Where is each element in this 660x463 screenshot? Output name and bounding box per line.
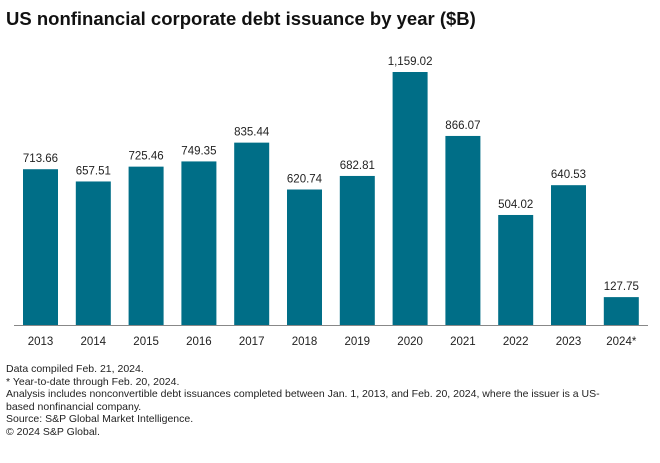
bar-2014 [75,181,111,325]
data-label: 835.44 [234,127,270,139]
data-label: 640.53 [551,169,586,181]
note-ytd: * Year-to-date through Feb. 20, 2024. [6,375,180,388]
data-label: 749.35 [181,145,216,157]
data-label: 713.66 [23,153,58,165]
data-label: 127.75 [604,281,639,293]
note-copyright: © 2024 S&P Global. [6,425,100,438]
bar-2023 [551,185,586,325]
x-tick-label: 2021 [450,336,476,348]
x-tick-label: 2019 [345,336,371,348]
bar-2022 [498,214,534,325]
note-compiled: Data compiled Feb. 21, 2024. [6,363,144,375]
data-label: 620.74 [287,173,323,185]
bar-2016 [181,161,217,325]
x-tick-label: 2020 [397,336,423,348]
x-tick-label: 2023 [556,336,582,348]
bar-2021 [445,135,481,325]
x-tick-label: 2015 [133,336,159,348]
x-tick-label: 2016 [186,336,212,348]
data-label: 1,159.02 [388,56,433,68]
data-label: 682.81 [340,160,375,172]
data-label: 725.46 [129,151,164,163]
x-tick-label: 2022 [503,336,529,348]
bar-2018 [287,189,322,325]
data-label: 866.07 [445,120,480,132]
bar-2019 [339,175,375,325]
x-tick-label: 2013 [28,336,54,348]
note-analysis: Analysis includes nonconvertible debt is… [6,388,600,413]
note-source: Source: S&P Global Market Intelligence. [6,413,194,426]
bar-2015 [128,166,164,325]
footnotes: Data compiled Feb. 21, 2024. * Year-to-d… [6,363,656,439]
bar-2013 [23,169,58,325]
x-tick-label: 2024* [606,336,637,348]
x-tick-label: 2014 [81,336,107,348]
data-label: 504.02 [498,199,533,211]
x-tick-label: 2017 [239,336,265,348]
x-tick-label: 2018 [292,336,318,348]
bar-2017 [234,142,270,325]
chart-title: US nonfinancial corporate debt issuance … [6,8,476,29]
bar-2020 [392,72,428,325]
data-label: 657.51 [76,165,111,177]
bar-2024* [603,297,639,325]
